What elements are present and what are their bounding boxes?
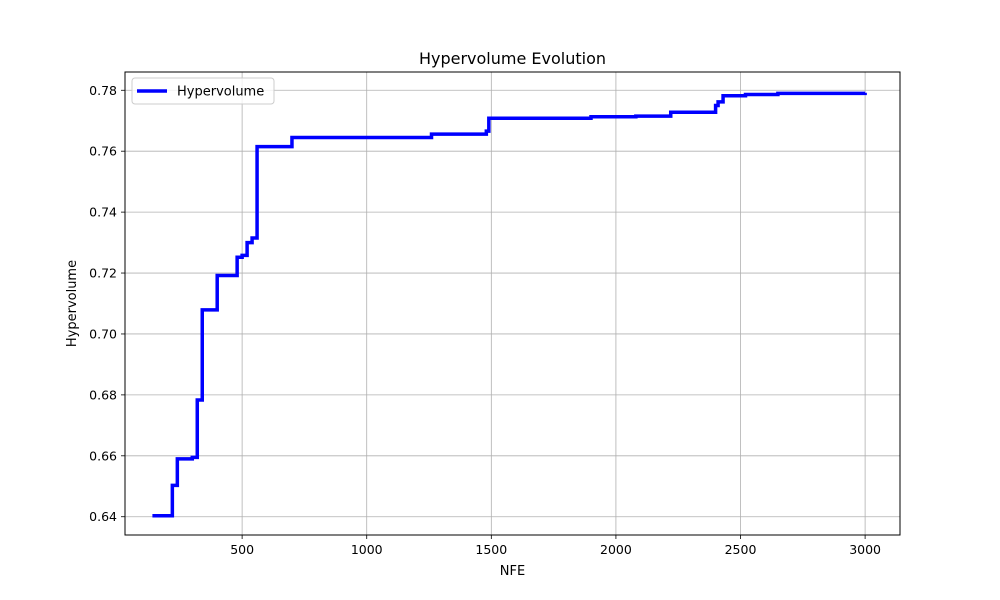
y-tick-label: 0.76 <box>89 144 117 159</box>
x-axis-title: NFE <box>500 564 525 579</box>
y-tick-label: 0.68 <box>89 387 117 402</box>
y-axis-title: Hypervolume <box>65 260 80 347</box>
x-tick-label: 2000 <box>600 542 632 557</box>
x-tick-label: 2500 <box>725 542 757 557</box>
y-tick-label: 0.66 <box>89 448 117 463</box>
series-layer <box>152 91 867 518</box>
grid <box>125 72 900 535</box>
legend: Hypervolume <box>131 77 275 105</box>
legend-box <box>131 77 275 105</box>
x-tick-label: 1500 <box>475 542 507 557</box>
chart-title: Hypervolume Evolution <box>419 49 606 68</box>
legend-label-hypervolume: Hypervolume <box>177 85 264 100</box>
x-tick-label: 3000 <box>849 542 881 557</box>
series-line-hypervolume <box>152 91 867 518</box>
y-tick-label: 0.70 <box>89 326 117 341</box>
y-tick-label: 0.64 <box>89 509 117 524</box>
x-tick-label: 1000 <box>351 542 383 557</box>
x-tick-label: 500 <box>230 542 254 557</box>
plot-frame <box>124 71 901 536</box>
y-tick-label: 0.74 <box>89 205 117 220</box>
ticks: 500 1000 1500 2000 2500 3000 0.64 0.66 0.68 0.70 0… <box>89 83 881 557</box>
y-tick-label: 0.72 <box>89 266 117 281</box>
y-tick-label: 0.78 <box>89 83 117 98</box>
